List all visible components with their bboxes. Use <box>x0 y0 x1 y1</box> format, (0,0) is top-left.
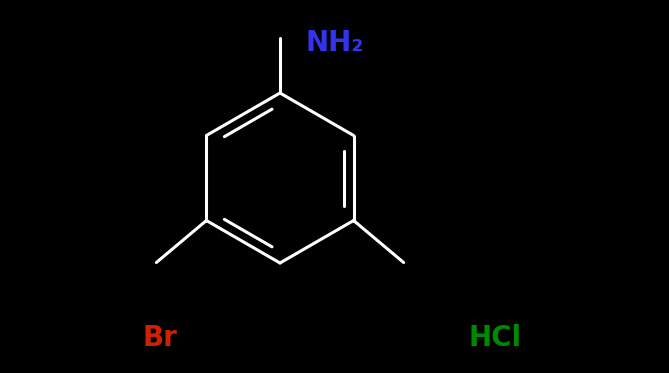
Text: NH₂: NH₂ <box>306 29 364 57</box>
Text: Br: Br <box>142 324 177 352</box>
Text: HCl: HCl <box>468 324 522 352</box>
